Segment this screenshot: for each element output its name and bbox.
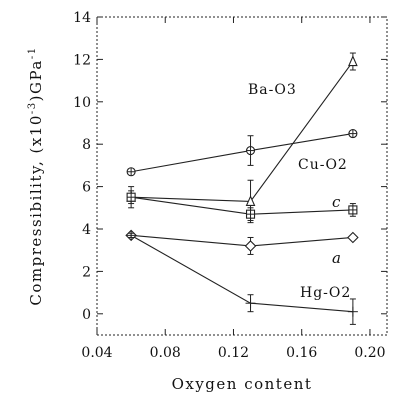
- series-label-ba-o3: Ba-O3: [248, 82, 297, 98]
- data-point-cu-o2: [348, 129, 358, 139]
- data-point-ba-o3: [245, 195, 256, 206]
- series-line-a: [131, 234, 353, 247]
- y-tick-label: 8: [82, 137, 91, 153]
- x-tick-label: 0.08: [150, 345, 181, 361]
- series-line-ba-o3: [131, 61, 354, 203]
- data-point-cu-o2: [126, 167, 136, 177]
- y-tick-label: 4: [82, 222, 91, 238]
- series-label-a: a: [332, 249, 341, 267]
- data-point-cu-o2: [245, 146, 256, 156]
- series-label-cu-o2: Cu-O2: [298, 157, 348, 173]
- y-tick-label: 2: [82, 264, 91, 280]
- data-point-a: [244, 240, 257, 252]
- plot-frame: [96, 16, 388, 336]
- x-tick-label: 0.04: [81, 345, 112, 361]
- data-point-hg-o2: [347, 306, 358, 317]
- y-tick-label: 6: [82, 180, 91, 196]
- series-line-c: [131, 196, 353, 215]
- data-point-c: [348, 205, 358, 215]
- series-label-hg-o2: Hg-O2: [300, 285, 351, 301]
- x-axis-label: Oxygen content: [172, 375, 313, 393]
- y-tick-label: 14: [73, 10, 91, 26]
- y-axis-label-main: Compressibility, (x10: [27, 114, 45, 306]
- series-lines: [130, 61, 354, 313]
- y-axis-label-unit: )GPa: [27, 59, 45, 101]
- series-annotations: Ba-O3 Cu-O2 c a Hg-O2: [248, 82, 351, 301]
- axes: 0.04 0.08 0.12 0.16 0.20 0 2 4 6 8 10 12 14: [73, 10, 387, 361]
- data-point-ba-o3: [348, 55, 358, 67]
- data-point-c: [245, 209, 256, 219]
- data-point-hg-o2: [126, 230, 137, 241]
- data-point-a: [347, 231, 359, 244]
- data-point-hg-o2: [245, 298, 256, 309]
- y-tick-label: 12: [73, 52, 91, 68]
- x-tick-label: 0.20: [354, 345, 385, 361]
- y-axis-label: Compressibility, (x10-3)GPa-1: [27, 46, 45, 305]
- series-label-c: c: [332, 193, 341, 211]
- series-markers: [125, 52, 359, 325]
- data-point-c: [126, 192, 136, 202]
- y-axis-label-unit-exponent: -1: [27, 46, 38, 59]
- y-axis-label-exponent: -3: [27, 101, 38, 114]
- y-tick-label: 10: [73, 95, 91, 111]
- y-tick-label: 0: [82, 307, 91, 323]
- x-tick-label: 0.16: [286, 345, 317, 361]
- x-tick-label: 0.12: [218, 345, 249, 361]
